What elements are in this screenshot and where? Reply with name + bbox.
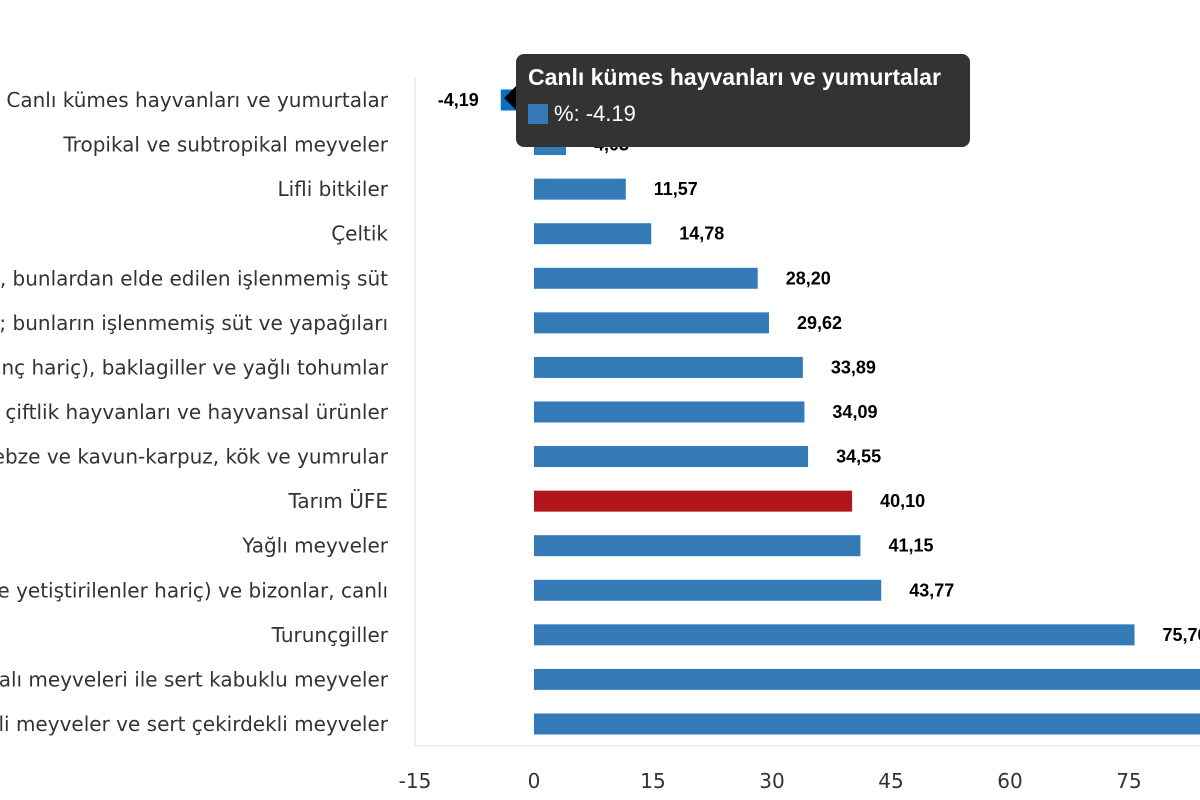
category-label: Tropikal ve subtropikal meyveler bbox=[62, 133, 388, 157]
category-label: Canlı kümes hayvanları ve yumurtalar bbox=[6, 88, 388, 112]
data-label: 28,20 bbox=[786, 268, 831, 288]
category-label: Sebze ve kavun-karpuz, kök ve yumrular bbox=[0, 445, 389, 469]
bar[interactable] bbox=[533, 223, 652, 245]
x-tick-label: -15 bbox=[399, 769, 432, 793]
data-label: -4,19 bbox=[438, 90, 479, 110]
category-label: Tarım ÜFE bbox=[287, 489, 388, 513]
category-label: Tahıllar (pirinç hariç), baklagiller ve … bbox=[0, 355, 389, 379]
category-label: Yağlı meyveler bbox=[241, 534, 389, 558]
bar[interactable] bbox=[533, 267, 758, 289]
x-tick-label: 30 bbox=[759, 769, 784, 793]
x-tick-label: 15 bbox=[640, 769, 665, 793]
category-label: Turunçgiller bbox=[271, 623, 389, 647]
bar[interactable] bbox=[533, 668, 1200, 690]
category-label: Yumuşak çekirdekli ağaçalı meyveleri ile… bbox=[0, 667, 389, 691]
bar[interactable] bbox=[533, 490, 853, 512]
data-label: 14,78 bbox=[679, 224, 724, 244]
x-tick-label: 45 bbox=[878, 769, 903, 793]
bar[interactable] bbox=[533, 178, 626, 200]
data-label: 40,10 bbox=[880, 491, 925, 511]
data-label: 41,15 bbox=[888, 536, 933, 556]
tooltip-value: -4.19 bbox=[585, 101, 636, 126]
category-label: Domuzlar (evde yetiştirilenler hariç) ve… bbox=[0, 578, 388, 602]
bar[interactable] bbox=[533, 401, 805, 423]
category-label: Sığırlar (canlı), bunlardan elde edilen … bbox=[0, 266, 388, 290]
tooltip-row: % : -4.19 bbox=[528, 101, 970, 127]
chart-tooltip: Canlı kümes hayvanları ve yumurtalar % :… bbox=[516, 54, 970, 147]
bar[interactable] bbox=[533, 624, 1135, 646]
tooltip-series-label: % bbox=[554, 101, 574, 126]
category-label: Çeltik bbox=[331, 222, 388, 246]
bar[interactable] bbox=[533, 446, 809, 468]
bar[interactable] bbox=[533, 579, 882, 601]
bar[interactable] bbox=[533, 713, 1200, 735]
category-label: Koyun ve keçiler canlı; bunların işlenme… bbox=[0, 311, 388, 335]
x-tick-label: 0 bbox=[528, 769, 541, 793]
category-label: Diğer çiftlik hayvanları ve hayvansal ür… bbox=[0, 400, 389, 424]
bar[interactable] bbox=[533, 312, 769, 334]
category-label: Lifli bitkiler bbox=[277, 177, 388, 201]
tooltip-title: Canlı kümes hayvanları ve yumurtalar bbox=[528, 64, 941, 90]
bar[interactable] bbox=[533, 356, 803, 378]
data-label: 34,55 bbox=[836, 447, 881, 467]
tooltip-arrow bbox=[504, 86, 516, 110]
tooltip-swatch bbox=[528, 104, 548, 124]
data-label: 75,70 bbox=[1163, 625, 1200, 645]
data-label: 11,57 bbox=[654, 179, 698, 199]
x-tick-label: 75 bbox=[1116, 769, 1141, 793]
x-tick-label: 60 bbox=[997, 769, 1022, 793]
category-label: Üzümsü meyveler, çekirdekli meyveler ve … bbox=[0, 712, 389, 736]
data-label: 34,09 bbox=[832, 402, 877, 422]
data-label: 43,77 bbox=[909, 580, 954, 600]
tooltip-separator: : bbox=[573, 101, 580, 126]
data-label: 29,62 bbox=[797, 313, 842, 333]
bar[interactable] bbox=[533, 535, 861, 557]
data-label: 33,89 bbox=[831, 357, 876, 377]
